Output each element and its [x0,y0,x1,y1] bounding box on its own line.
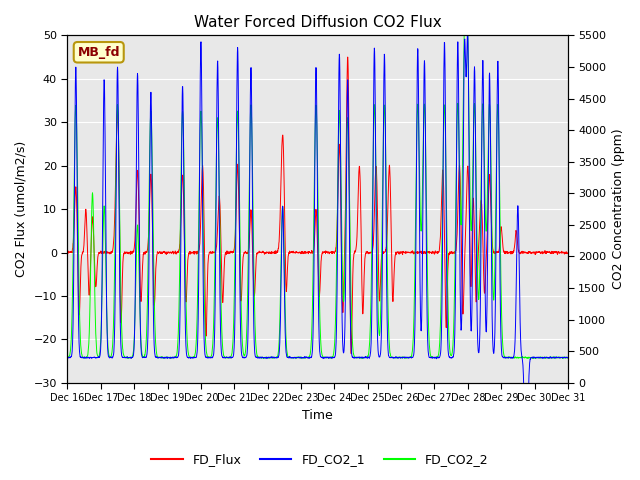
Text: MB_fd: MB_fd [77,46,120,59]
Y-axis label: CO2 Flux (umol/m2/s): CO2 Flux (umol/m2/s) [15,141,28,277]
Y-axis label: CO2 Concentration (ppm): CO2 Concentration (ppm) [612,129,625,289]
Legend: FD_Flux, FD_CO2_1, FD_CO2_2: FD_Flux, FD_CO2_1, FD_CO2_2 [147,448,493,471]
Title: Water Forced Diffusion CO2 Flux: Water Forced Diffusion CO2 Flux [194,15,442,30]
X-axis label: Time: Time [302,409,333,422]
